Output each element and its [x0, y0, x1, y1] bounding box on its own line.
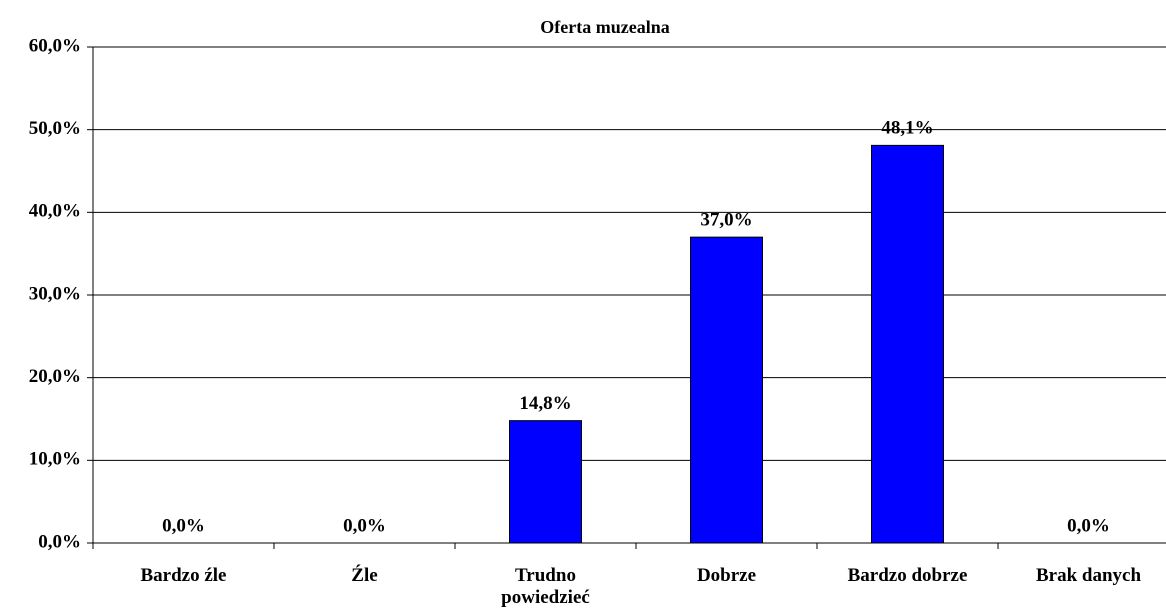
data-label: 48,1% — [881, 118, 933, 139]
x-tick-label: Brak danych — [1035, 565, 1142, 586]
data-label: 0,0% — [1067, 515, 1110, 536]
data-label: 0,0% — [343, 515, 386, 536]
y-tick-label: 0,0% — [38, 531, 81, 552]
data-label: 37,0% — [700, 209, 752, 230]
y-tick-label: 40,0% — [29, 201, 81, 222]
y-tick-label: 60,0% — [29, 35, 81, 56]
bar — [871, 144, 944, 544]
bar — [509, 420, 582, 544]
y-tick-label: 30,0% — [29, 283, 81, 304]
x-tick-label: Dobrze — [696, 565, 757, 586]
y-tick-label: 50,0% — [29, 118, 81, 139]
data-label: 0,0% — [162, 515, 205, 536]
x-tick-label: Źle — [351, 565, 378, 586]
y-tick-label: 10,0% — [29, 449, 81, 470]
data-label: 14,8% — [519, 393, 571, 414]
x-tick-label: Trudno powiedzieć — [501, 565, 590, 608]
chart-title: Oferta muzealna — [540, 17, 669, 37]
x-tick-label: Bardzo dobrze — [847, 565, 968, 586]
x-tick-label: Bardzo źle — [140, 565, 227, 586]
y-tick-label: 20,0% — [29, 366, 81, 387]
bar — [690, 236, 763, 544]
